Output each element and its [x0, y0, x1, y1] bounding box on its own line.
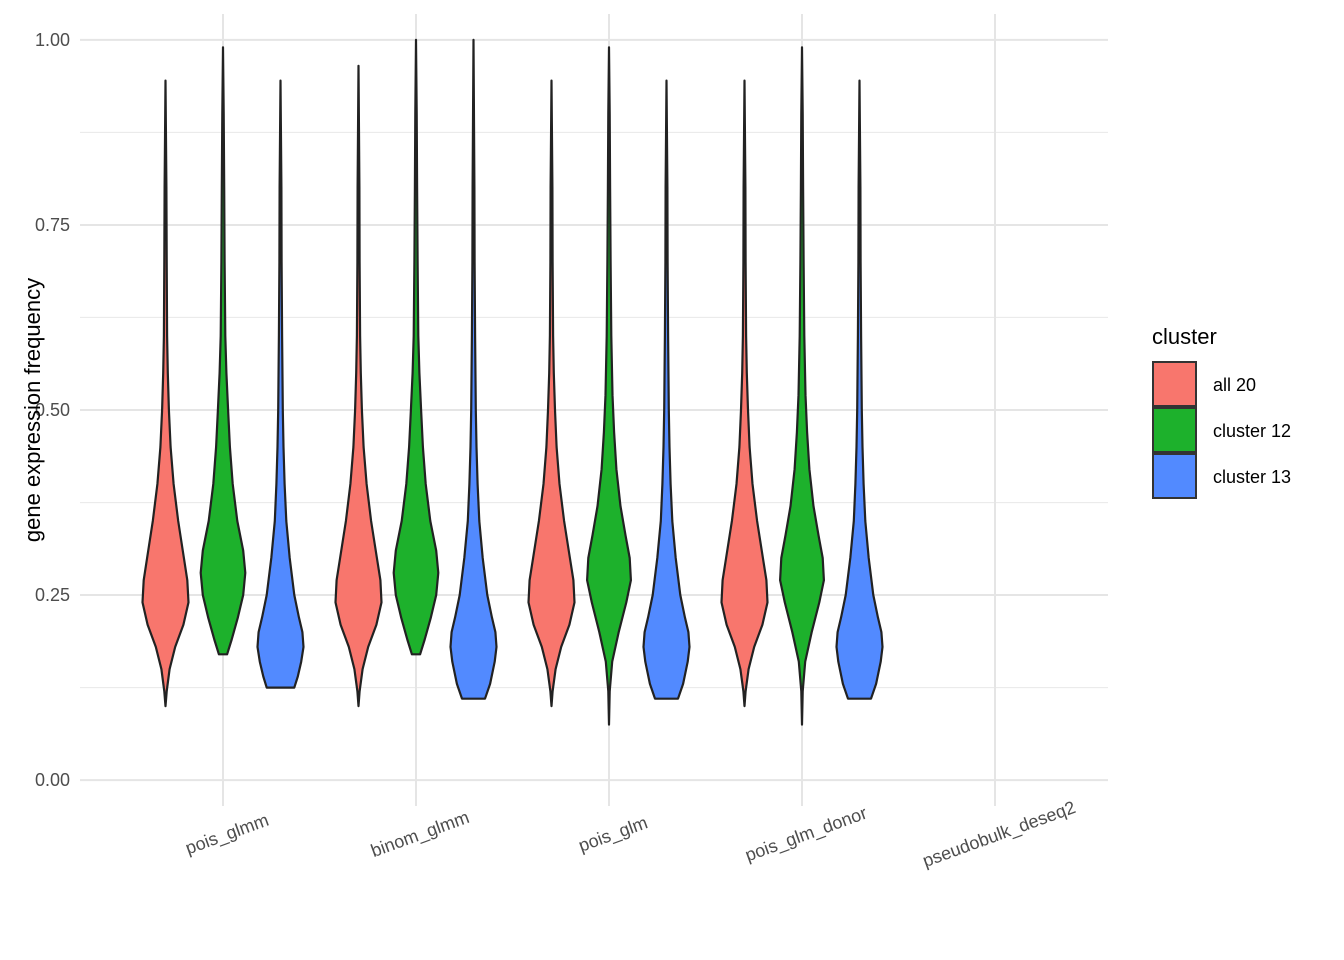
- violin-cluster-13-pois_glm_donor: [835, 79, 884, 700]
- violin-all-20-pois_glm: [527, 79, 576, 708]
- y-axis-title: gene expression frequency: [20, 278, 45, 542]
- x-tick-label: pois_glmm: [183, 810, 272, 860]
- x-axis-ticks: pois_glmm binom_glmm pois_glm pois_glm_dono…: [183, 797, 1079, 872]
- x-tick-label: binom_glmm: [368, 807, 472, 862]
- y-tick-label: 0.50: [35, 400, 70, 420]
- violin-all-20-pois_glmm: [141, 79, 190, 708]
- legend-label: all 20: [1213, 375, 1256, 395]
- legend-label: cluster 12: [1213, 421, 1291, 441]
- legend-items: all 20 cluster 12 cluster 13: [1152, 361, 1291, 499]
- y-axis-ticks: 0.00 0.25 0.50 0.75 1.00: [35, 30, 70, 790]
- legend: cluster all 20 cluster 12 cluster 13: [1152, 324, 1291, 499]
- violin-cluster-13-binom_glmm: [449, 38, 498, 700]
- legend-label: cluster 13: [1213, 467, 1291, 487]
- violin-all-20-binom_glmm: [334, 64, 383, 708]
- violin-cluster-13-pois_glmm: [256, 79, 305, 689]
- y-tick-label: 0.25: [35, 585, 70, 605]
- violin-cluster-12-pois_glm: [586, 46, 632, 726]
- violin-cluster-12-pois_glmm: [199, 46, 247, 656]
- x-tick-label: pois_glm_donor: [742, 803, 870, 867]
- violin-cluster-12-pois_glm_donor: [779, 46, 825, 726]
- legend-key-cluster-12: [1152, 407, 1197, 453]
- violin-cluster-12-binom_glmm: [392, 38, 440, 656]
- minor-grid: [80, 131, 1108, 689]
- y-tick-label: 1.00: [35, 30, 70, 50]
- x-tick-label: pois_glm: [576, 812, 651, 856]
- y-tick-label: 0.00: [35, 770, 70, 790]
- legend-key-cluster-13: [1152, 453, 1197, 499]
- y-tick-label: 0.75: [35, 215, 70, 235]
- violin-cluster-13-pois_glm: [642, 79, 691, 700]
- legend-key-all-20: [1152, 361, 1197, 407]
- x-tick-label: pseudobulk_deseq2: [920, 797, 1079, 872]
- violin-layer: [141, 38, 884, 726]
- legend-title: cluster: [1152, 324, 1217, 349]
- violin-all-20-pois_glm_donor: [720, 79, 769, 708]
